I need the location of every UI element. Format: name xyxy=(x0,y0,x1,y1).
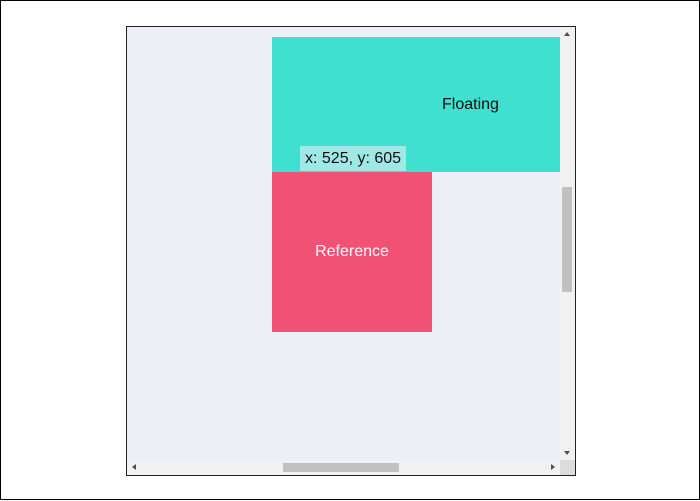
coordinate-readout: x: 525, y: 605 xyxy=(300,146,407,171)
horizontal-scroll-thumb[interactable] xyxy=(283,463,399,472)
scroll-left-arrow-icon[interactable] xyxy=(132,464,136,470)
scrollbar-corner xyxy=(560,460,575,475)
horizontal-scrollbar[interactable] xyxy=(127,460,560,475)
vertical-scrollbar[interactable] xyxy=(560,27,575,460)
scroll-up-arrow-icon[interactable] xyxy=(564,32,570,36)
scroll-down-arrow-icon[interactable] xyxy=(564,451,570,455)
scroll-container[interactable]: Floating Reference x: 525, y: 605 xyxy=(126,26,576,476)
reference-element[interactable]: Reference xyxy=(272,172,432,332)
reference-label: Reference xyxy=(315,243,389,260)
vertical-scroll-thumb[interactable] xyxy=(562,187,572,292)
floating-label: Floating xyxy=(442,96,499,113)
scroll-right-arrow-icon[interactable] xyxy=(551,464,555,470)
